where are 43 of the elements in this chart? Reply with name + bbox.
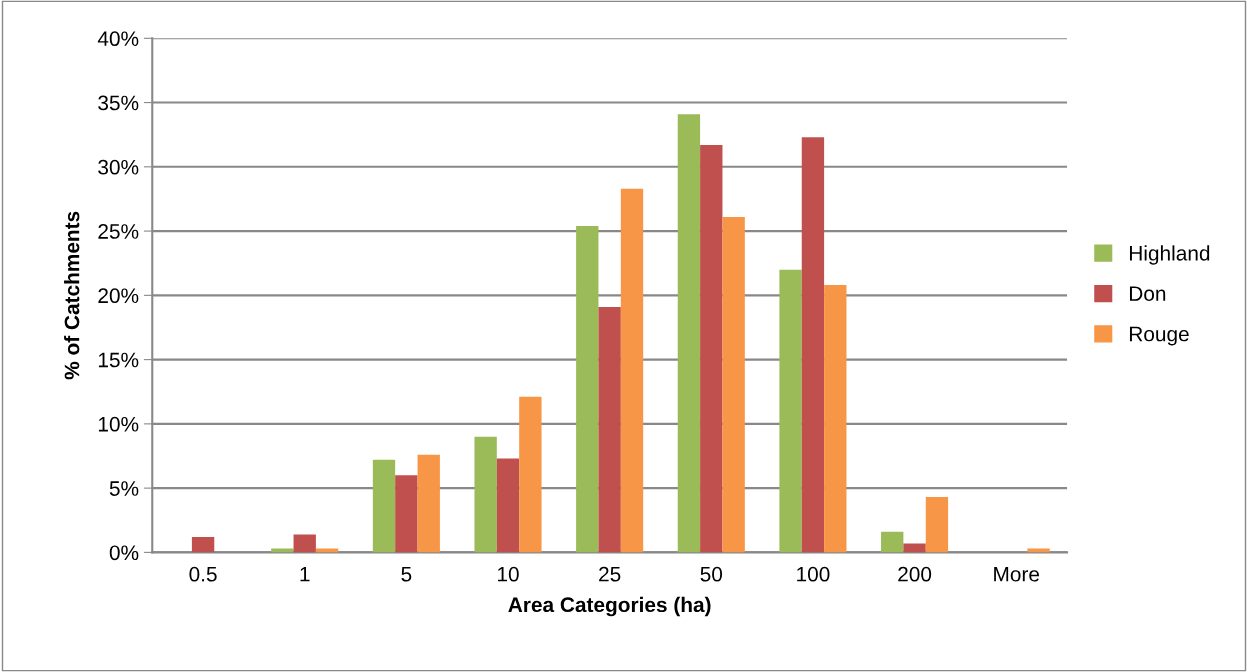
y-tick-label: 35% xyxy=(98,95,139,111)
y-tick-label: 15% xyxy=(98,352,139,368)
x-tick-label: 10 xyxy=(498,566,519,582)
bar xyxy=(881,531,904,553)
bar xyxy=(372,459,396,553)
legend-label: Highland xyxy=(1129,245,1210,265)
bar xyxy=(700,144,723,553)
x-tick-label: 1 xyxy=(300,567,310,582)
y-tick-label: 25% xyxy=(98,224,139,239)
bar xyxy=(779,269,802,553)
bar xyxy=(598,306,621,553)
y-tick-label: 20% xyxy=(98,288,139,304)
y-axis-title: % of Catchments xyxy=(64,211,80,380)
y-tick-label: 0% xyxy=(109,545,139,561)
bar xyxy=(824,285,847,553)
x-tick-label: 100 xyxy=(797,566,830,582)
y-tick-label: 30% xyxy=(98,159,139,175)
bar xyxy=(620,188,644,553)
bar xyxy=(519,396,542,553)
bar xyxy=(395,475,418,553)
bar xyxy=(801,137,825,553)
bar xyxy=(496,458,520,553)
bar xyxy=(576,225,599,553)
y-tick-label: 10% xyxy=(98,416,139,432)
bar xyxy=(474,436,497,553)
bar xyxy=(191,536,215,553)
bar xyxy=(293,534,316,553)
bar xyxy=(903,543,926,553)
x-tick-label: 50 xyxy=(700,566,723,582)
y-tick-label: 40% xyxy=(97,31,139,47)
x-axis-title: Area Categories (ha) xyxy=(508,596,711,617)
x-tick-label: 5 xyxy=(401,567,412,582)
x-tick-label: 200 xyxy=(898,566,932,582)
bar xyxy=(417,454,440,553)
legend-label: Don xyxy=(1129,286,1166,301)
bar xyxy=(677,114,701,553)
y-tick-label: 5% xyxy=(109,481,139,496)
x-tick-label: 25 xyxy=(599,566,621,582)
x-tick-label: 0.5 xyxy=(189,566,217,582)
x-tick-label: More xyxy=(994,567,1040,582)
bar xyxy=(722,216,745,553)
bar xyxy=(925,497,949,553)
legend-label: Rouge xyxy=(1129,326,1189,346)
